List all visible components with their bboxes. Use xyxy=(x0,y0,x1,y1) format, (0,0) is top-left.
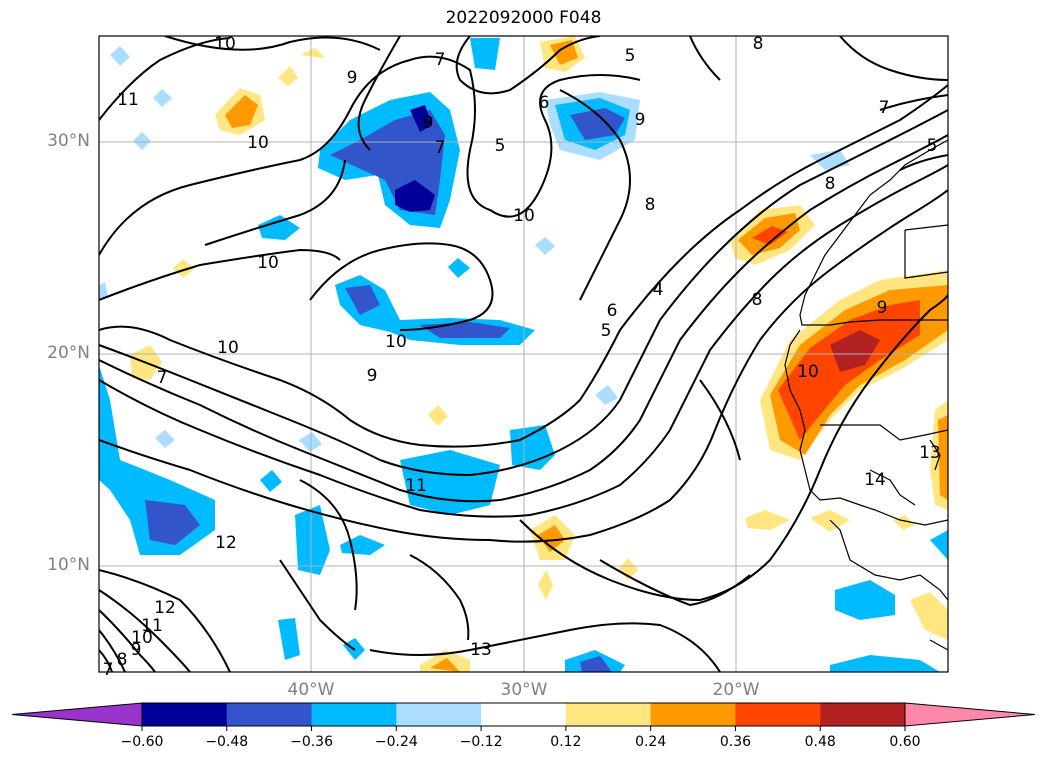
contour-label: 10 xyxy=(385,332,407,352)
graticule xyxy=(99,36,948,672)
contour-label: 7 xyxy=(879,98,890,118)
contour-label: 7 xyxy=(435,50,446,70)
contour-label: 9 xyxy=(423,113,434,133)
lat-label-10n: 10°N xyxy=(47,555,90,575)
colorbar-tick-label: −0.12 xyxy=(459,734,503,750)
colorbar-tick-label: −0.48 xyxy=(205,734,249,750)
colorbar-tick-label: 0.36 xyxy=(719,734,752,750)
colorbar-tick-label: −0.24 xyxy=(374,734,418,750)
negative-anomaly-shading xyxy=(99,38,948,672)
lon-label-40w: 40°W xyxy=(287,680,335,700)
contour-label: 10 xyxy=(131,628,153,648)
lat-label-20n: 20°N xyxy=(47,343,90,363)
contour-label: 13 xyxy=(919,443,941,463)
contour-label: 4 xyxy=(653,280,664,300)
contour-label: 10 xyxy=(247,133,269,153)
lon-label-30w: 30°W xyxy=(500,680,548,700)
contour-label: 5 xyxy=(625,46,636,66)
contour-label: 10 xyxy=(214,34,236,54)
contour-label: 11 xyxy=(405,476,427,496)
contour-label: 7 xyxy=(103,660,114,680)
contour-label: 9 xyxy=(635,110,646,130)
contour-label: 14 xyxy=(864,470,886,490)
contour-label: 13 xyxy=(470,640,492,660)
map-title: 2022092000 F048 xyxy=(445,8,602,28)
colorbar-tick-label: 0.12 xyxy=(550,734,582,750)
contour-lines xyxy=(99,36,948,672)
plot-frame xyxy=(98,35,949,673)
lat-label-30n: 30°N xyxy=(47,131,90,151)
contour-label: 5 xyxy=(927,136,938,156)
colorbar-tick-label: 0.48 xyxy=(804,734,836,750)
lon-label-20w: 20°W xyxy=(712,680,760,700)
contour-label: 10 xyxy=(257,253,279,273)
contour-label: 11 xyxy=(141,616,163,636)
contour-label: 7 xyxy=(435,138,446,158)
contour-label: 8 xyxy=(117,650,128,670)
contour-label: 7 xyxy=(157,368,168,388)
contour-label: 8 xyxy=(752,290,763,310)
contour-label: 6 xyxy=(607,301,618,321)
contour-label: 8 xyxy=(645,195,656,215)
colorbar-tick-label: 0.24 xyxy=(635,734,667,750)
colorbar-tick-label: 0.60 xyxy=(889,734,921,750)
contour-label: 10 xyxy=(797,362,819,382)
contour-label: 11 xyxy=(117,90,139,110)
contour-label: 8 xyxy=(753,34,764,54)
colorbar-tick-label: −0.60 xyxy=(120,734,164,750)
contour-label: 9 xyxy=(131,640,142,660)
contour-label: 10 xyxy=(217,338,239,358)
contour-label: 5 xyxy=(601,321,612,341)
coastlines xyxy=(784,139,948,651)
contour-label: 9 xyxy=(347,68,358,88)
contour-label: 9 xyxy=(877,298,888,318)
contour-label: 9 xyxy=(367,366,378,386)
colorbar-tick-label: −0.36 xyxy=(290,734,333,750)
contour-label: 12 xyxy=(215,533,237,553)
contour-label: 10 xyxy=(513,206,535,226)
contour-label: 6 xyxy=(539,93,550,113)
contour-label: 12 xyxy=(154,598,176,618)
contour-label: 5 xyxy=(495,136,506,156)
contour-label: 8 xyxy=(825,174,836,194)
